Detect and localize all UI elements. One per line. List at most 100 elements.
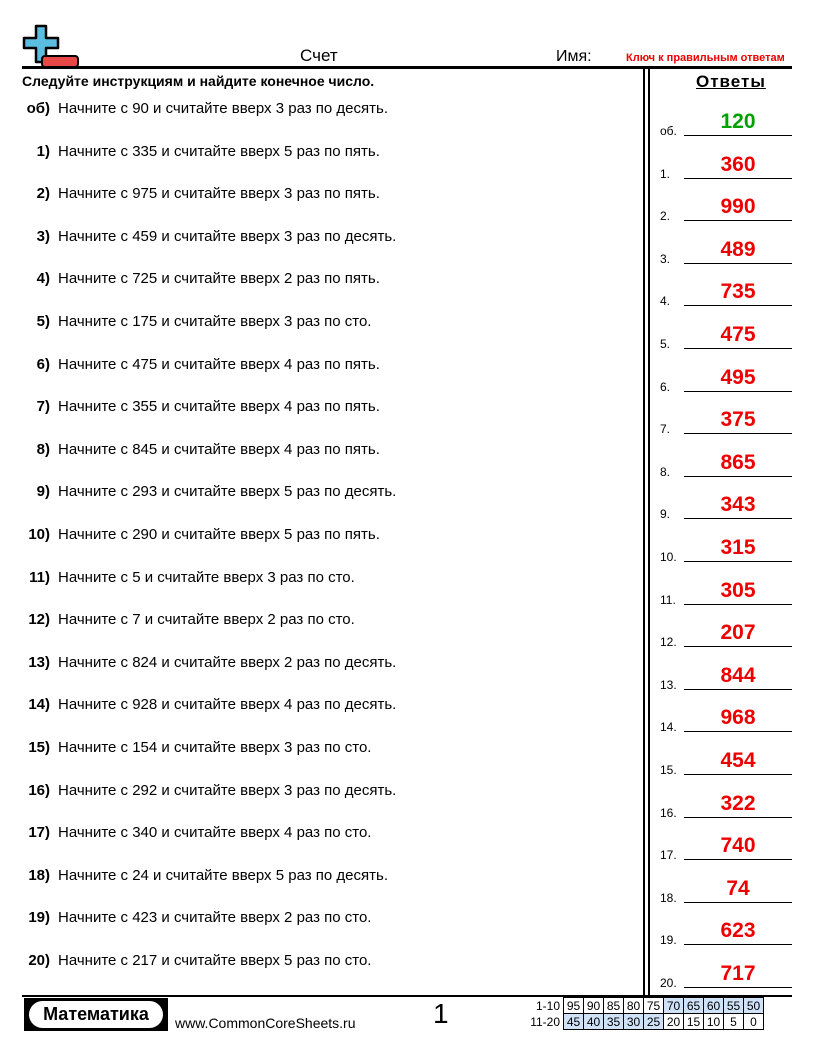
problem-text: Начните с 928 и считайте вверх 4 раз по … (58, 696, 397, 714)
problem-number: 20) (28, 952, 50, 969)
answer-value: 343 (720, 493, 756, 517)
problem-number: 9) (36, 483, 50, 501)
score-row: 1-10 95 90 85 80 75 70 65 60 55 50 (528, 997, 764, 1014)
answer-item: 20. 717 (660, 960, 792, 990)
answer-line (684, 305, 792, 307)
problem-item: 5) Начните с 175 и считайте вверх 3 раз п… (22, 313, 372, 330)
answer-value: 305 (720, 578, 756, 602)
column-divider (643, 69, 645, 996)
problem-number: 18) (28, 866, 50, 884)
answer-item: 17. 740 (660, 832, 792, 862)
answer-value: 475 (720, 323, 756, 346)
answer-line (684, 944, 792, 946)
problem-number: 1) (36, 142, 50, 160)
problem-number: 4) (36, 270, 50, 288)
score-cell: 30 (623, 1013, 644, 1030)
answer-item: 6. 495 (660, 364, 792, 394)
page-number: 1 (433, 998, 449, 1029)
instructions: Следуйте инструкциям и найдите конечное … (22, 73, 375, 89)
problem-number: 15) (28, 739, 50, 756)
answer-label: об. (660, 124, 677, 138)
score-cell: 85 (603, 997, 624, 1014)
worksheet-title: Счет (300, 46, 338, 65)
answer-label: 15. (660, 763, 677, 777)
problem-text: Начните с 725 и считайте вверх 2 раз по … (58, 270, 380, 288)
footer-divider (22, 995, 792, 997)
answer-value: 623 (720, 919, 756, 943)
answer-item: 18. 74 (660, 875, 792, 905)
problem-text: Начните с 355 и считайте вверх 4 раз по … (58, 398, 380, 416)
problem-text: Начните с 459 и считайте вверх 3 раз по … (58, 227, 397, 245)
answer-label: 18. (660, 890, 677, 905)
answer-item: 14. 968 (660, 704, 792, 734)
answer-line (684, 262, 792, 264)
score-cell: 65 (683, 997, 704, 1014)
answer-label: 10. (660, 550, 677, 564)
answer-line (684, 390, 792, 392)
answer-label: 12. (660, 635, 677, 650)
answer-value: 968 (720, 706, 756, 730)
problem-number: 5) (36, 313, 50, 330)
problem-item: 13) Начните с 824 и считайте вверх 2 раз … (22, 654, 396, 671)
problem-item: 15) Начните с 154 и считайте вверх 3 раз … (22, 739, 371, 756)
answer-item: 15. 454 (660, 747, 792, 777)
answer-value: 990 (720, 195, 756, 219)
answer-label: 2. (660, 209, 671, 224)
problem-item: 14) Начните с 928 и считайте вверх 4 раз … (22, 696, 396, 713)
problem-item: 6) Начните с 475 и считайте вверх 4 раз п… (22, 356, 380, 373)
problem-item: 17) Начните с 340 и считайте вверх 4 раз … (22, 824, 371, 841)
answer-line (684, 816, 792, 818)
score-cell: 60 (703, 997, 724, 1014)
name-label: Имя: (556, 48, 592, 65)
header-divider (22, 66, 792, 69)
answer-label: 14. (660, 720, 677, 735)
problem-item: 1) Начните с 335 и считайте вверх 5 раз п… (22, 143, 380, 160)
answer-label: 6. (660, 379, 671, 394)
problem-number: 7) (36, 398, 50, 416)
problem-text: Начните с 292 и считайте вверх 3 раз по … (58, 781, 397, 799)
answer-line (684, 688, 792, 690)
answer-label: 8. (660, 464, 671, 479)
answer-value: 735 (720, 280, 756, 304)
answer-item: 1. 360 (660, 151, 792, 181)
problem-text: Начните с 335 и считайте вверх 5 раз по … (58, 142, 380, 160)
answer-line (684, 774, 792, 775)
answer-value: 207 (720, 621, 756, 645)
score-cell: 80 (623, 997, 644, 1014)
answer-label: 19. (660, 933, 677, 948)
answer-label: 3. (660, 251, 671, 266)
answer-line (684, 177, 792, 179)
problem-item: 11) Начните с 5 и считайте вверх 3 раз по… (22, 569, 355, 586)
problem-text: Начните с 290 и считайте вверх 5 раз по … (58, 526, 380, 543)
score-cell: 15 (683, 1013, 704, 1030)
score-cell: 55 (723, 997, 744, 1014)
answer-value: 360 (720, 152, 756, 176)
answer-item: об. 120 (660, 108, 792, 138)
answer-item: 8. 865 (660, 449, 792, 479)
score-cell: 35 (603, 1013, 624, 1030)
problem-number: 12) (28, 611, 50, 629)
answer-line (684, 561, 792, 562)
answer-line (684, 731, 792, 733)
brand-logo: Математика (24, 998, 168, 1031)
answer-item: 13. 844 (660, 662, 792, 692)
problem-item: 8) Начните с 845 и считайте вверх 4 раз п… (22, 441, 380, 458)
answer-label: 13. (660, 677, 677, 692)
answer-item: 19. 623 (660, 917, 792, 947)
answer-line (684, 433, 792, 435)
problem-text: Начните с 293 и считайте вверх 5 раз по … (58, 483, 397, 501)
answer-value: 865 (720, 450, 756, 474)
score-cell: 70 (663, 997, 684, 1014)
answer-item: 5. 475 (660, 321, 792, 351)
answer-label: 9. (660, 507, 671, 522)
site-url: www.CommonCoreSheets.ru (175, 1015, 356, 1031)
column-divider (648, 69, 650, 996)
answer-line (684, 518, 792, 520)
problem-item: 18) Начните с 24 и считайте вверх 5 раз п… (22, 867, 388, 884)
problem-number: 10) (28, 526, 50, 543)
problem-text: Начните с 975 и считайте вверх 3 раз по … (58, 185, 380, 203)
problem-number: об) (26, 100, 50, 117)
problem-number: 8) (36, 440, 50, 458)
answer-line (684, 987, 792, 988)
